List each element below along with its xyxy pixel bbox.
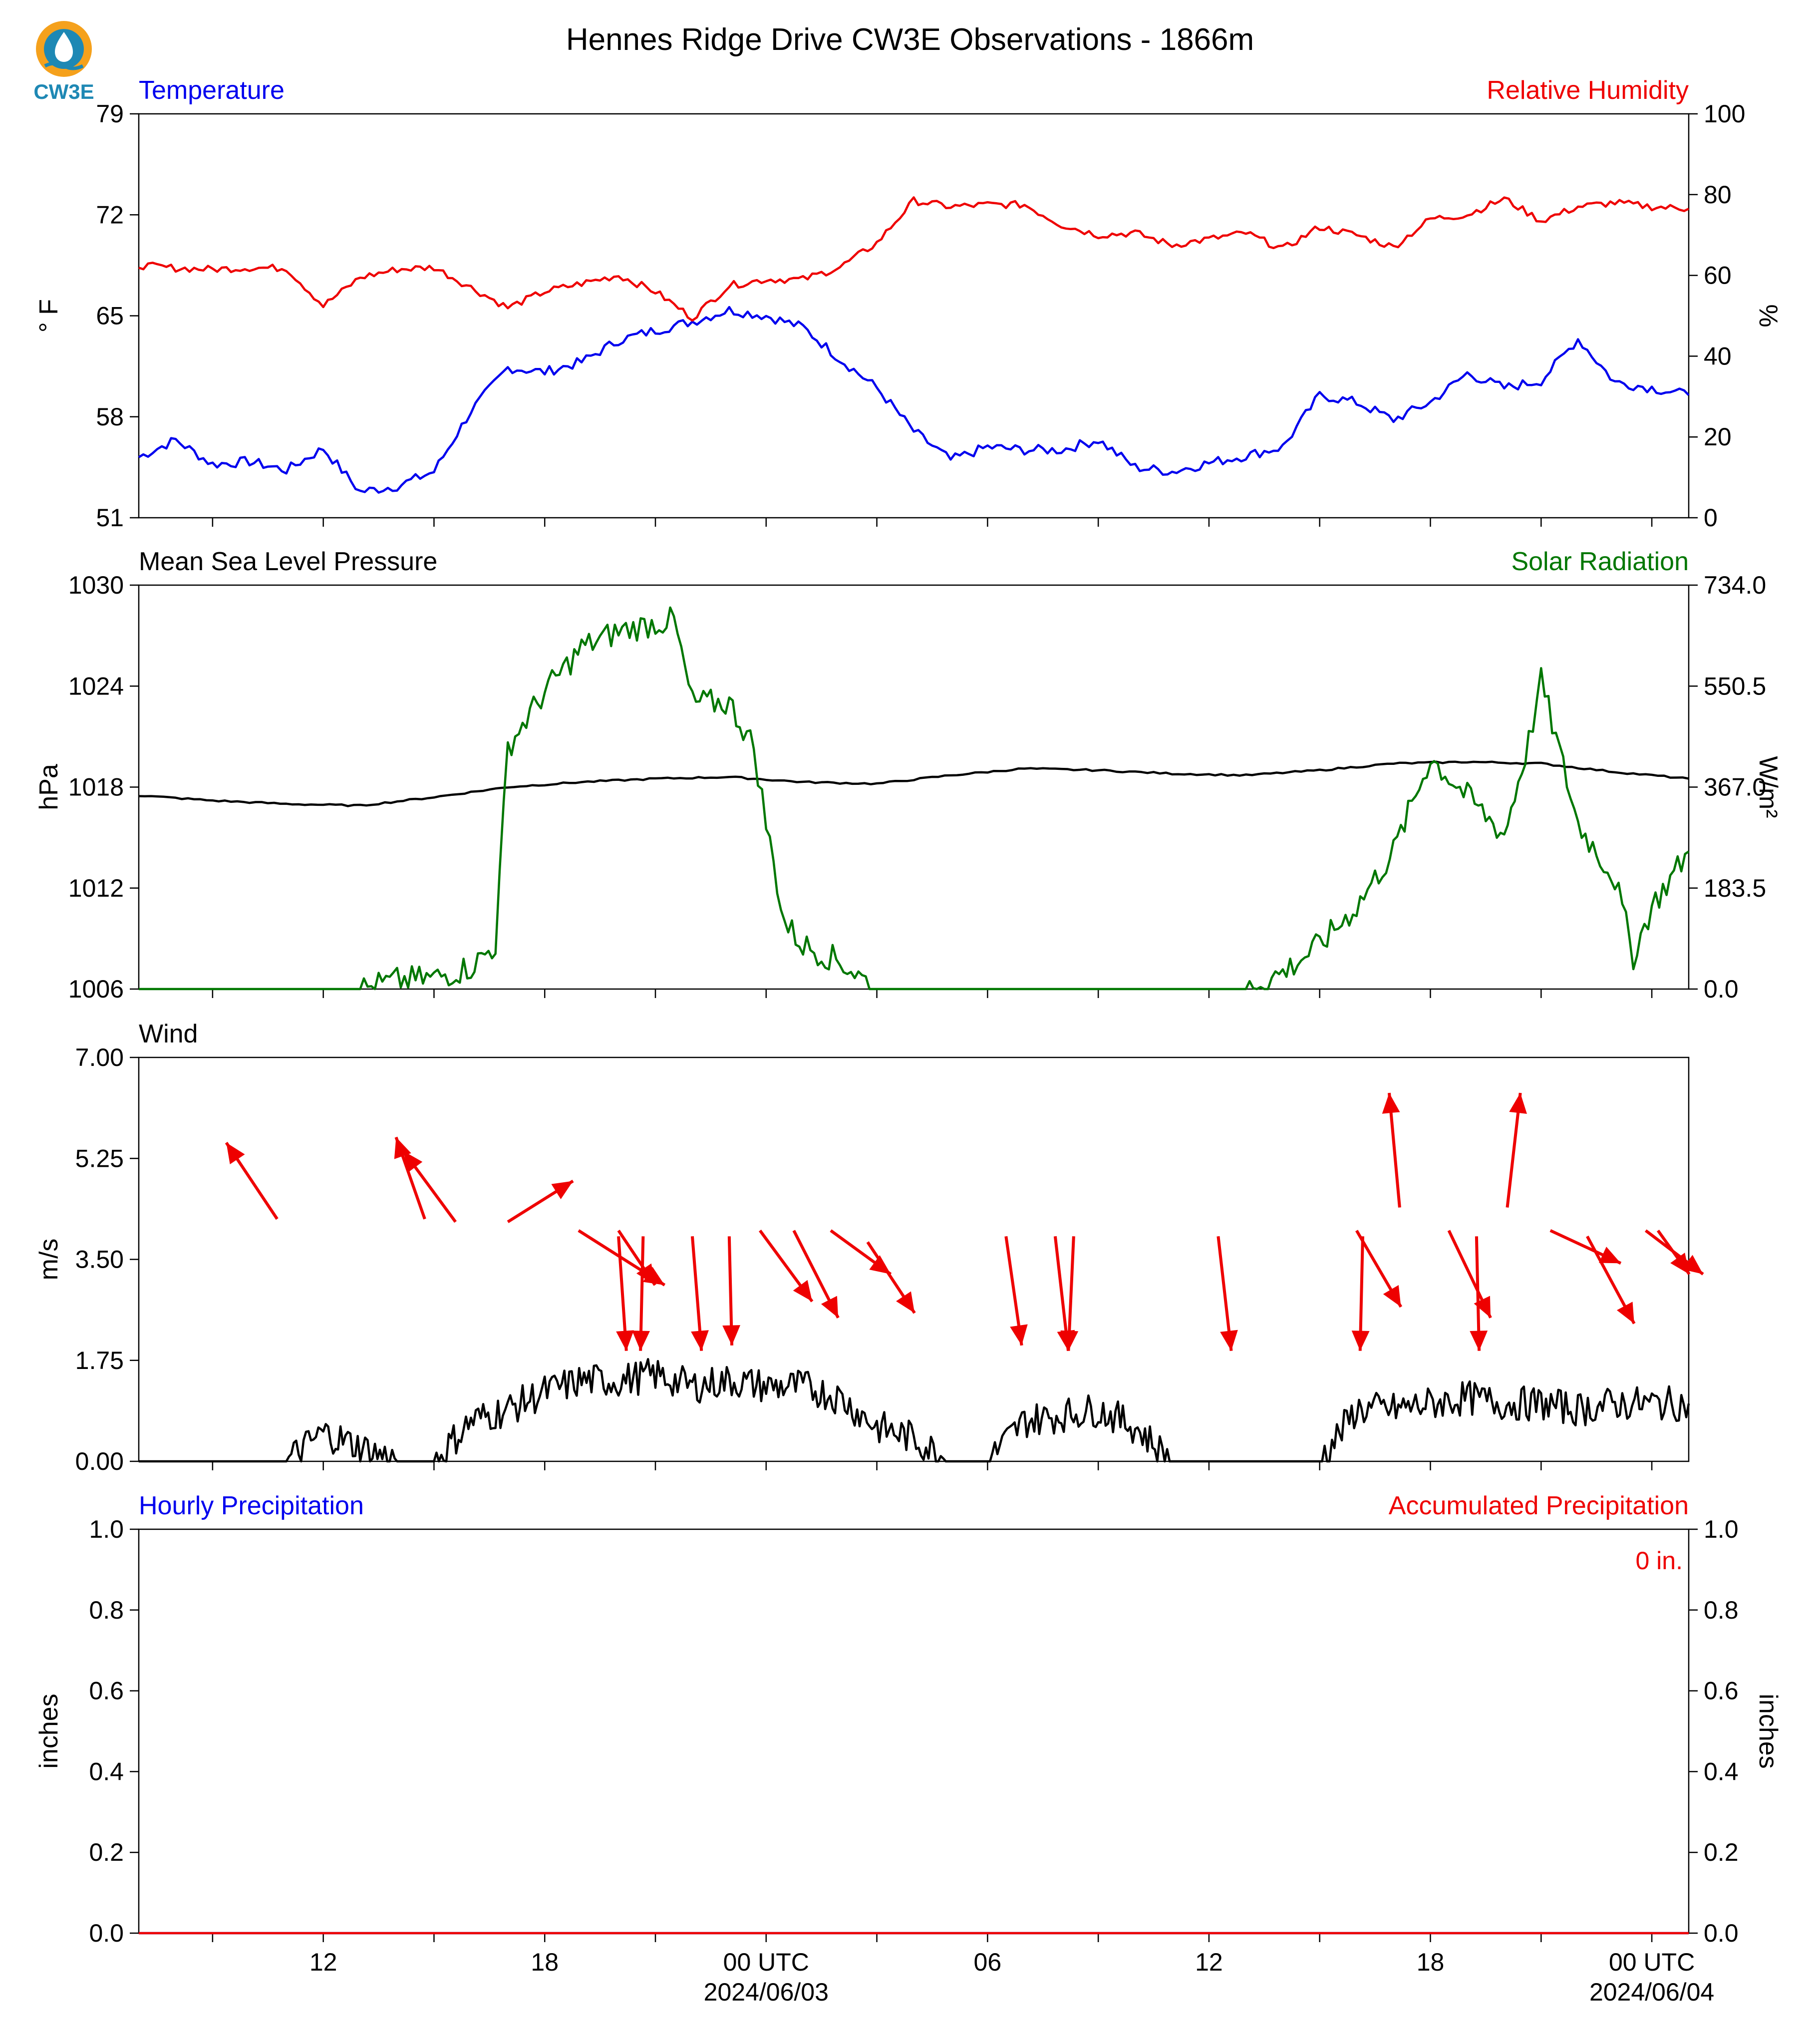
x-tick-label: 06 — [974, 1948, 1002, 1976]
series-line-0 — [139, 1358, 1690, 1463]
wind-arrow-head — [226, 1142, 245, 1165]
y-tick-label-left: 0.0 — [89, 1919, 124, 1947]
y-tick-label-right: 80 — [1704, 181, 1732, 209]
y-axis-label-right: W/m² — [1754, 756, 1783, 818]
wind-arrow-head — [636, 1263, 655, 1285]
x-tick-date-label: 2024/06/03 — [704, 1978, 829, 2006]
y-tick-label-right: 40 — [1704, 342, 1732, 370]
y-tick-label-right: 0 — [1704, 504, 1718, 532]
y-tick-label-left: 3.50 — [75, 1246, 124, 1274]
y-tick-label-right: 1.0 — [1704, 1515, 1739, 1543]
wind-arrow-head — [616, 1330, 634, 1351]
y-axis-label-left: hPa — [34, 764, 63, 810]
panel-title-left: Wind — [139, 1019, 198, 1048]
wind-arrow-head — [551, 1181, 573, 1199]
y-tick-label-right: 0.0 — [1704, 975, 1739, 1003]
y-tick-label-left: 1006 — [68, 975, 124, 1003]
x-tick-label: 12 — [1195, 1948, 1223, 1976]
accumulated-precip-annotation: 0 in. — [1635, 1547, 1683, 1575]
wind-arrow-head — [1509, 1093, 1527, 1114]
y-tick-label-left: 65 — [96, 302, 124, 330]
y-tick-label-left: 1018 — [68, 773, 124, 801]
y-tick-label-left: 1.0 — [89, 1515, 124, 1543]
y-tick-label-left: 79 — [96, 100, 124, 128]
wind-arrow-head — [821, 1296, 839, 1318]
wind-arrow-head — [1470, 1331, 1488, 1351]
y-tick-label-left: 0.2 — [89, 1838, 124, 1866]
panel-title-right: Solar Radiation — [1511, 547, 1689, 576]
cw3e-logo: CW3E — [33, 21, 94, 103]
wind-arrow-head — [793, 1280, 813, 1302]
panel-title-left: Mean Sea Level Pressure — [139, 547, 437, 576]
y-tick-label-right: 0.4 — [1704, 1757, 1739, 1785]
y-tick-label-right: 20 — [1704, 423, 1732, 451]
x-tick-label: 00 UTC — [1609, 1948, 1695, 1976]
x-tick-label: 18 — [531, 1948, 559, 1976]
logo-drop-shape — [55, 32, 73, 62]
y-tick-label-right: 0.0 — [1704, 1919, 1739, 1947]
x-tick-label: 00 UTC — [723, 1948, 809, 1976]
wind-arrow-head — [1382, 1093, 1400, 1114]
wind-arrow-head — [722, 1325, 741, 1346]
y-axis-label-left: m/s — [34, 1239, 63, 1281]
y-tick-label-right: 183.5 — [1704, 874, 1766, 902]
series-line-0 — [138, 306, 1690, 494]
wind-arrow-head — [1383, 1285, 1401, 1307]
series-line-1 — [138, 196, 1689, 322]
wind-arrow-head — [1474, 1296, 1491, 1318]
y-tick-label-right: 0.8 — [1704, 1596, 1739, 1624]
y-tick-label-right: 100 — [1704, 100, 1745, 128]
series-line-0 — [138, 760, 1689, 807]
y-tick-label-left: 0.00 — [75, 1447, 124, 1475]
chart-title: Hennes Ridge Drive CW3E Observations - 1… — [566, 22, 1254, 57]
y-tick-label-right: 0.2 — [1704, 1838, 1739, 1866]
y-tick-label-right: 550.5 — [1704, 672, 1766, 700]
panel-title-left: Hourly Precipitation — [139, 1491, 364, 1520]
wind-arrow-head — [1616, 1302, 1634, 1324]
panels-container: 51 58 65 72 79 0 20 40 60 80 100 ° F % Temperature Rel… — [34, 76, 1783, 2006]
y-tick-label-left: 1012 — [68, 874, 124, 902]
y-tick-label-left: 1024 — [68, 672, 124, 700]
y-axis-label-left: inches — [34, 1693, 63, 1768]
y-tick-label-left: 72 — [96, 201, 124, 229]
y-tick-label-right: 0.6 — [1704, 1677, 1739, 1705]
wind-arrow-head — [1220, 1330, 1238, 1351]
cw3e-logo-text: CW3E — [33, 80, 94, 103]
series-line-1 — [139, 606, 1690, 991]
logo-wave-shape — [44, 61, 84, 70]
wind-arrow-head — [1670, 1253, 1690, 1275]
panel-title-left: Temperature — [139, 76, 285, 105]
wind-arrow-head — [1598, 1247, 1621, 1264]
x-tick-date-label: 2024/06/04 — [1589, 1978, 1714, 2006]
wind-arrow-head — [691, 1330, 709, 1351]
y-tick-label-left: 0.6 — [89, 1677, 124, 1705]
x-tick-label: 18 — [1417, 1948, 1445, 1976]
y-axis-label-right: % — [1754, 304, 1783, 327]
y-tick-label-right: 60 — [1704, 262, 1732, 290]
y-tick-label-left: 58 — [96, 403, 124, 431]
wind-arrow-head — [632, 1331, 650, 1351]
wind-arrow-head — [403, 1151, 423, 1173]
x-tick-label: 12 — [309, 1948, 337, 1976]
wind-arrow-head — [1057, 1330, 1075, 1351]
y-tick-label-left: 5.25 — [75, 1144, 124, 1172]
y-tick-label-left: 51 — [96, 504, 124, 532]
y-tick-label-left: 0.4 — [89, 1757, 124, 1785]
wind-arrow-head — [1010, 1324, 1028, 1346]
y-axis-label-right: inches — [1754, 1693, 1783, 1768]
y-tick-label-right: 367.0 — [1704, 773, 1766, 801]
panel-title-right: Relative Humidity — [1487, 76, 1689, 105]
wind-arrow-head — [896, 1291, 915, 1313]
y-tick-label-left: 1030 — [68, 571, 124, 599]
panel-title-right: Accumulated Precipitation — [1389, 1491, 1689, 1520]
y-axis-label-left: ° F — [34, 299, 63, 333]
wind-arrow-head — [1351, 1331, 1370, 1351]
y-tick-label-left: 7.00 — [75, 1043, 124, 1071]
y-tick-label-right: 734.0 — [1704, 571, 1766, 599]
y-tick-label-left: 1.75 — [75, 1347, 124, 1374]
y-tick-label-left: 0.8 — [89, 1596, 124, 1624]
